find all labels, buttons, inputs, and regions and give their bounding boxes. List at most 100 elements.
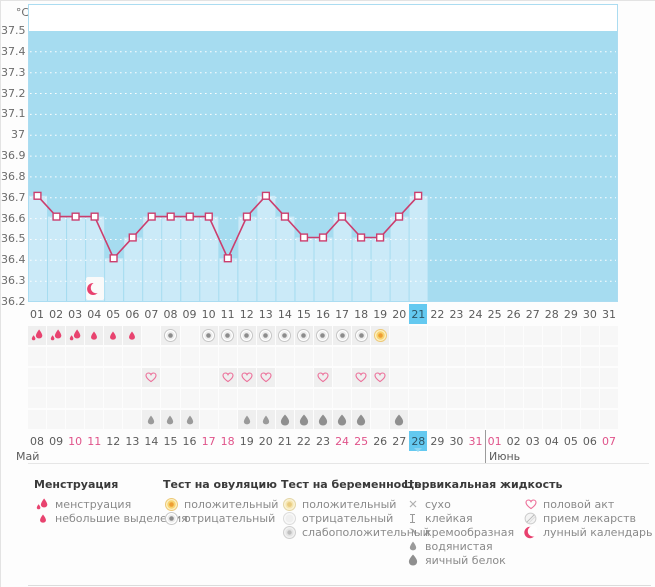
cycle-day-cell[interactable]: 02 — [49, 307, 64, 321]
medication-cell[interactable] — [371, 389, 390, 408]
pregnancy-test-cell[interactable] — [104, 347, 123, 366]
pregnancy-test-cell[interactable] — [180, 347, 199, 366]
pregnancy-test-cell[interactable] — [85, 347, 104, 366]
calendar-date-cell[interactable]: 14 — [144, 434, 159, 448]
medication-cell[interactable] — [428, 389, 447, 408]
cervical-fluid-cell[interactable] — [409, 410, 428, 429]
menses-ovulation-cell[interactable] — [313, 326, 333, 345]
intercourse-cell[interactable] — [390, 368, 409, 387]
menses-ovulation-cell[interactable] — [523, 326, 542, 345]
cycle-day-cell[interactable]: 24 — [468, 307, 483, 321]
menses-ovulation-cell[interactable] — [599, 326, 618, 345]
medication-cell[interactable] — [256, 389, 275, 408]
cervical-fluid-cell[interactable] — [218, 410, 237, 429]
medication-cell[interactable] — [104, 389, 123, 408]
cycle-day-cell[interactable]: 28 — [544, 307, 559, 321]
intercourse-cell[interactable] — [142, 368, 161, 387]
calendar-date-cell[interactable]: 28 — [409, 431, 428, 452]
calendar-date-cell[interactable]: 22 — [296, 434, 311, 448]
calendar-date-cell[interactable]: 30 — [449, 434, 464, 448]
intercourse-cell[interactable] — [409, 368, 428, 387]
calendar-date-cell[interactable]: 04 — [544, 434, 559, 448]
pregnancy-test-cell[interactable] — [28, 347, 47, 366]
medication-cell[interactable] — [218, 389, 237, 408]
intercourse-cell[interactable] — [275, 368, 294, 387]
calendar-date-cell[interactable]: 10 — [68, 434, 83, 448]
intercourse-cell[interactable] — [161, 368, 180, 387]
pregnancy-test-cell[interactable] — [352, 347, 371, 366]
cycle-day-cell[interactable]: 29 — [563, 307, 578, 321]
cervical-fluid-cell[interactable] — [523, 410, 542, 429]
pregnancy-test-cell[interactable] — [218, 347, 237, 366]
cervical-fluid-cell[interactable] — [161, 410, 180, 429]
pregnancy-test-cell[interactable] — [542, 347, 561, 366]
pregnancy-test-cell[interactable] — [199, 347, 218, 366]
pregnancy-test-cell[interactable] — [256, 347, 275, 366]
cervical-fluid-cell[interactable] — [352, 410, 371, 429]
cervical-fluid-cell[interactable] — [485, 410, 504, 429]
calendar-date-cell[interactable]: 26 — [373, 434, 388, 448]
medication-cell[interactable] — [561, 389, 580, 408]
medication-cell[interactable] — [47, 389, 66, 408]
menses-ovulation-cell[interactable] — [428, 326, 447, 345]
intercourse-cell[interactable] — [28, 368, 47, 387]
intercourse-cell[interactable] — [333, 368, 352, 387]
cervical-fluid-cell[interactable] — [371, 410, 390, 429]
cycle-day-cell[interactable]: 21 — [409, 304, 428, 324]
intercourse-cell[interactable] — [66, 368, 85, 387]
medication-cell[interactable] — [409, 389, 428, 408]
cycle-day-cell[interactable]: 19 — [373, 307, 388, 321]
pregnancy-test-cell[interactable] — [294, 347, 313, 366]
cycle-day-cell[interactable]: 25 — [487, 307, 502, 321]
pregnancy-test-cell[interactable] — [237, 347, 256, 366]
pregnancy-test-cell[interactable] — [466, 347, 485, 366]
cycle-day-cell[interactable]: 13 — [258, 307, 273, 321]
medication-cell[interactable] — [123, 389, 142, 408]
calendar-date-cell[interactable]: 02 — [506, 434, 521, 448]
intercourse-cell[interactable] — [371, 368, 390, 387]
menses-ovulation-cell[interactable] — [485, 326, 504, 345]
menses-ovulation-cell[interactable] — [447, 326, 466, 345]
calendar-date-cell[interactable]: 24 — [335, 434, 350, 448]
menses-ovulation-cell[interactable] — [161, 326, 180, 345]
menses-ovulation-cell[interactable] — [504, 326, 523, 345]
pregnancy-test-cell[interactable] — [485, 347, 504, 366]
cycle-day-cell[interactable]: 23 — [449, 307, 464, 321]
pregnancy-test-cell[interactable] — [123, 347, 142, 366]
menses-ovulation-cell[interactable] — [409, 326, 428, 345]
menses-ovulation-cell[interactable] — [333, 326, 352, 345]
menses-ovulation-cell[interactable] — [47, 326, 66, 345]
cycle-day-cell[interactable]: 10 — [201, 307, 216, 321]
calendar-date-cell[interactable]: 03 — [525, 434, 540, 448]
cervical-fluid-cell[interactable] — [142, 410, 161, 429]
calendar-date-cell[interactable]: 15 — [163, 434, 178, 448]
cycle-day-cell[interactable]: 04 — [87, 307, 102, 321]
menses-ovulation-cell[interactable] — [256, 326, 275, 345]
temperature-chart[interactable] — [1, 1, 655, 303]
medication-cell[interactable] — [504, 389, 523, 408]
cycle-day-cell[interactable]: 12 — [239, 307, 254, 321]
menses-ovulation-cell[interactable] — [466, 326, 485, 345]
calendar-date-cell[interactable]: 18 — [220, 434, 235, 448]
intercourse-cell[interactable] — [180, 368, 199, 387]
intercourse-cell[interactable] — [504, 368, 523, 387]
medication-cell[interactable] — [237, 389, 256, 408]
cycle-day-cell[interactable]: 27 — [525, 307, 540, 321]
medication-cell[interactable] — [28, 389, 47, 408]
menses-ovulation-cell[interactable] — [237, 326, 256, 345]
medication-cell[interactable] — [161, 389, 180, 408]
pregnancy-test-cell[interactable] — [599, 347, 618, 366]
pregnancy-test-cell[interactable] — [66, 347, 85, 366]
pregnancy-test-cell[interactable] — [447, 347, 466, 366]
cervical-fluid-cell[interactable] — [561, 410, 580, 429]
calendar-date-cell[interactable]: 01 — [487, 434, 502, 448]
cycle-day-cell[interactable]: 07 — [144, 307, 159, 321]
calendar-date-cell[interactable]: 13 — [125, 434, 140, 448]
intercourse-cell[interactable] — [294, 368, 313, 387]
pregnancy-test-cell[interactable] — [47, 347, 66, 366]
intercourse-cell[interactable] — [85, 368, 104, 387]
cycle-day-cell[interactable]: 06 — [125, 307, 140, 321]
pregnancy-test-cell[interactable] — [561, 347, 580, 366]
cervical-fluid-cell[interactable] — [599, 410, 618, 429]
pregnancy-test-cell[interactable] — [390, 347, 409, 366]
